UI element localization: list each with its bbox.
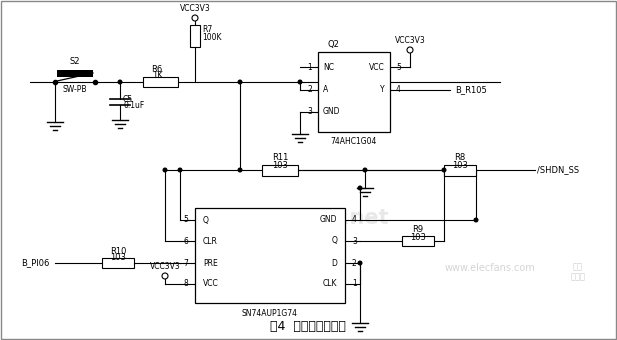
Text: PRE: PRE [203,258,218,268]
Bar [262,165,298,175]
Text: Q2: Q2 [327,40,339,49]
Text: VCC: VCC [203,279,219,289]
Circle shape [363,168,366,172]
Circle shape [358,186,362,190]
Text: 103: 103 [452,160,468,170]
Text: /SHDN_SS: /SHDN_SS [537,166,579,174]
Text: R6: R6 [151,66,163,74]
Text: C5: C5 [123,95,133,103]
Text: R9: R9 [412,225,423,235]
Text: 0.1uF: 0.1uF [123,102,144,110]
Text: 5: 5 [396,63,401,71]
Text: SW-PB: SW-PB [63,85,87,94]
Text: NC: NC [323,63,334,71]
Text: 1: 1 [352,279,357,289]
Text: VCC3V3: VCC3V3 [180,4,210,13]
Text: 6: 6 [183,237,188,245]
Text: 4: 4 [352,216,357,224]
Text: D: D [331,258,337,268]
Text: 100K: 100K [202,33,222,41]
Bar [444,165,476,175]
Circle shape [298,80,302,84]
Bar [195,208,345,303]
Text: B_PI06: B_PI06 [22,258,50,268]
Circle shape [358,261,362,265]
Text: 5: 5 [183,216,188,224]
Text: 电子
发烧友: 电子 发烧友 [571,262,586,282]
Text: Q: Q [331,237,337,245]
Circle shape [442,168,446,172]
Bar [102,258,134,268]
Text: 103: 103 [110,254,126,262]
Text: R8: R8 [454,153,466,163]
Circle shape [178,168,182,172]
Text: SN74AUP1G74: SN74AUP1G74 [242,309,298,318]
Text: B_R105: B_R105 [455,85,487,95]
Text: 103: 103 [272,160,288,170]
Circle shape [238,80,242,84]
Text: 2: 2 [352,258,357,268]
Text: 103: 103 [410,233,426,241]
Text: GND: GND [320,216,337,224]
Text: 3: 3 [352,237,357,245]
Text: 8: 8 [183,279,188,289]
Bar [402,236,434,246]
Text: R7: R7 [202,26,212,34]
Text: R11: R11 [272,153,288,163]
Text: VCC3V3: VCC3V3 [395,36,425,45]
Bar [318,52,390,132]
Text: A: A [323,85,328,95]
Text: 图4  开关模块原理图: 图4 开关模块原理图 [270,321,346,334]
Text: CLK: CLK [323,279,337,289]
Text: 4: 4 [396,85,401,95]
Text: VCC3V3: VCC3V3 [150,262,180,271]
Text: 1K: 1K [152,71,162,81]
Circle shape [474,218,478,222]
Text: Q: Q [203,216,209,224]
Circle shape [118,80,122,84]
Text: 1: 1 [307,63,312,71]
Text: CLR: CLR [203,237,218,245]
Bar [143,77,178,87]
Text: 2: 2 [307,85,312,95]
Circle shape [238,168,242,172]
Text: VCC: VCC [369,63,385,71]
Bar [57,70,93,77]
Text: www.wiki.net: www.wiki.net [231,208,389,228]
Text: 74AHC1G04: 74AHC1G04 [331,137,377,146]
Circle shape [164,168,167,172]
Bar [190,25,200,47]
Text: S2: S2 [70,57,80,66]
Text: 7: 7 [183,258,188,268]
Text: GND: GND [323,107,341,117]
Text: www.elecfans.com: www.elecfans.com [445,263,536,273]
Text: 3: 3 [307,107,312,117]
Text: Y: Y [380,85,385,95]
Text: R10: R10 [110,246,126,255]
